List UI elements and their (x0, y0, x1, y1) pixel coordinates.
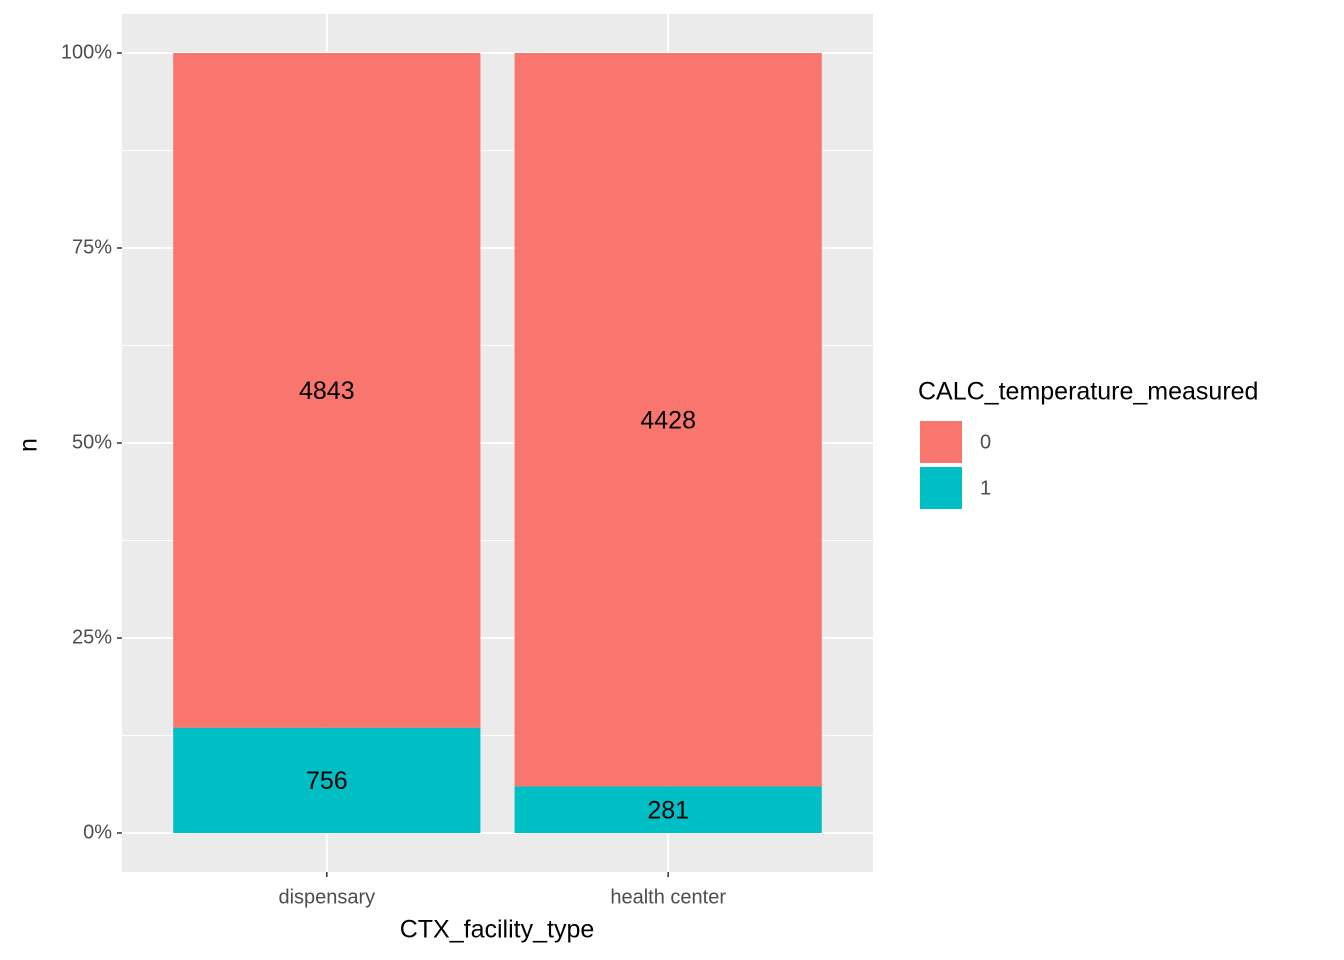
bar-segment (514, 786, 822, 833)
legend-title: CALC_temperature_measured (918, 378, 1258, 406)
data-label: 4428 (640, 406, 696, 434)
bar-segment (173, 53, 481, 728)
bar-segment (514, 53, 822, 787)
data-label: 756 (306, 767, 348, 795)
legend-key (920, 467, 962, 509)
y-tick-label: 75% (72, 236, 112, 258)
bar-segment (173, 727, 481, 833)
legend-label: 0 (980, 431, 991, 453)
y-tick-label: 50% (72, 431, 112, 453)
data-label: 281 (647, 796, 689, 824)
x-tick-label: dispensary (278, 886, 375, 908)
y-tick-label: 25% (72, 626, 112, 648)
y-tick-label: 0% (83, 821, 112, 843)
x-axis-title: CTX_facility_type (400, 916, 595, 944)
legend-key (920, 421, 962, 463)
data-label: 4843 (299, 377, 355, 405)
legend-label: 1 (980, 477, 991, 499)
y-tick-label: 100% (61, 41, 112, 63)
y-axis-title: n (15, 438, 43, 452)
x-tick-label: health center (610, 886, 726, 908)
